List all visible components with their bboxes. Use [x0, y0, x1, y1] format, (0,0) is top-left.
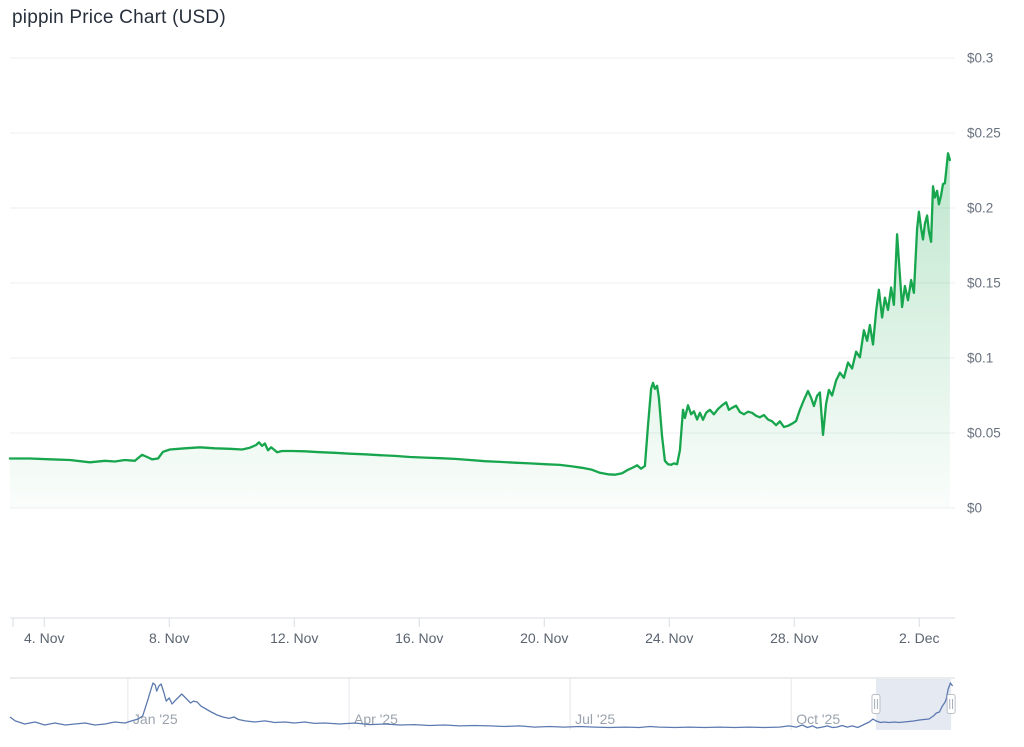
- price-line: [8, 152, 952, 476]
- y-axis-label: $0.15: [967, 276, 1001, 291]
- y-axis-label: $0.25: [967, 126, 1001, 141]
- navigator-axis-label: Oct '25: [796, 711, 840, 727]
- navigator[interactable]: Jan '25 Apr '25 Jul '25 Oct '25: [9, 677, 956, 730]
- navigator-selected-range[interactable]: [875, 679, 952, 730]
- x-axis: 4. Nov 8. Nov 12. Nov 16. Nov 20. Nov 24. Nov…: [10, 617, 955, 646]
- y-axis-label: $0.05: [967, 426, 1001, 441]
- x-axis-label: 24. Nov: [645, 630, 693, 646]
- chart-title: pippin Price Chart (USD): [12, 7, 226, 28]
- y-axis-label: $0: [967, 501, 982, 516]
- x-axis-label: 20. Nov: [520, 630, 568, 646]
- navigator-handle-right[interactable]: [946, 694, 956, 714]
- main-series: [8, 152, 952, 509]
- navigator-axis-label: Apr '25: [354, 711, 398, 727]
- x-axis-label: 28. Nov: [770, 630, 818, 646]
- price-area-fill: [9, 153, 950, 509]
- y-axis-label: $0.3: [967, 51, 993, 66]
- navigator-axis-label: Jul '25: [575, 711, 615, 727]
- x-axis-label: 8. Nov: [149, 630, 189, 646]
- y-axis-label: $0.2: [967, 201, 993, 216]
- x-axis-label: 4. Nov: [24, 630, 64, 646]
- navigator-handle-left[interactable]: [871, 694, 881, 714]
- navigator-series-line: [9, 682, 954, 729]
- x-axis-label: 2. Dec: [899, 630, 939, 646]
- navigator-axis-label: Jan '25: [133, 711, 178, 727]
- handle-body[interactable]: [871, 694, 881, 714]
- main-plot-area[interactable]: [10, 45, 955, 510]
- x-axis-label: 16. Nov: [395, 630, 443, 646]
- handle-body[interactable]: [946, 694, 956, 714]
- x-axis-label: 12. Nov: [270, 630, 318, 646]
- y-axis-label: $0.1: [967, 351, 993, 366]
